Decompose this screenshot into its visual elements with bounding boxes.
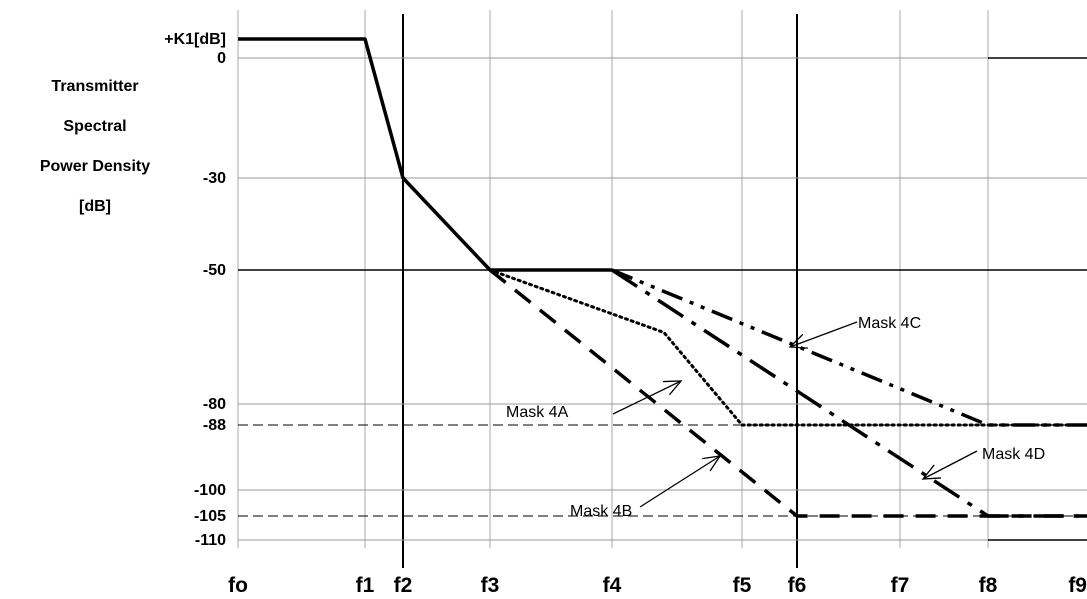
arrow-head: [702, 455, 722, 472]
arrow-head: [921, 464, 942, 480]
arrow-shaft: [639, 455, 721, 508]
annotation-label: Mask 4D: [982, 446, 1045, 463]
common-mask-line: [238, 37, 612, 272]
y-tick-label: +K1[dB]: [164, 31, 226, 48]
arrow-head: [662, 380, 683, 396]
y-tick-label: 0: [217, 50, 226, 67]
ylabel-line-4: [dB]: [79, 198, 111, 215]
ylabel-line-2: Spectral: [63, 118, 127, 135]
annotation-mask-4c: Mask 4C: [788, 315, 921, 349]
arrow-shaft: [612, 380, 682, 415]
series-line-mask-4d: [611, 268, 1087, 518]
x-tick-label: f6: [788, 574, 807, 597]
series-line-mask-4b: [488, 268, 1087, 518]
grid: [237, 10, 1087, 568]
y-tick-label: -110: [195, 532, 226, 549]
y-tick-label: -88: [203, 417, 226, 434]
y-tick-label: -80: [203, 396, 226, 413]
arrow-head: [788, 333, 809, 349]
x-tick-label: f1: [356, 574, 375, 597]
annotation-label: Mask 4A: [506, 404, 569, 421]
arrow-shaft: [789, 321, 858, 348]
x-tick-label: f4: [603, 574, 622, 597]
annotation-mask-4a: Mask 4A: [506, 380, 683, 421]
x-tick-label: f9: [1068, 574, 1087, 597]
annotations: Mask 4A Mask 4B Mask 4C Mask 4D: [506, 315, 1045, 520]
ylabel-line-3: Power Density: [39, 158, 151, 175]
y-tick-label: -100: [194, 482, 226, 499]
x-tick-label: f2: [394, 574, 413, 597]
ylabel-line-1: Transmitter: [51, 78, 139, 95]
series-line-mask-4c: [611, 268, 1087, 427]
series-line-mask-4a: [488, 268, 1087, 427]
y-ticks: +K1[dB] 0 -30 -50 -80 -88 -100 -105 -110: [164, 31, 226, 549]
annotation-label: Mask 4B: [570, 503, 632, 520]
x-tick-label: f5: [733, 574, 752, 597]
x-tick-label: f7: [891, 574, 910, 597]
y-tick-label: -30: [203, 170, 226, 187]
annotation-mask-4d: Mask 4D: [921, 446, 1045, 480]
annotation-mask-4b: Mask 4B: [570, 455, 722, 520]
x-tick-label: fo: [228, 574, 248, 597]
arrow-shaft: [922, 450, 978, 480]
x-ticks: fo f1 f2 f3 f4 f5 f6 f7 f8 f9: [228, 574, 1087, 597]
x-tick-label: f8: [979, 574, 998, 597]
y-tick-label: -105: [194, 508, 226, 525]
annotation-label: Mask 4C: [858, 315, 921, 332]
y-tick-label: -50: [203, 262, 226, 279]
x-tick-label: f3: [481, 574, 500, 597]
series: [488, 268, 1087, 518]
